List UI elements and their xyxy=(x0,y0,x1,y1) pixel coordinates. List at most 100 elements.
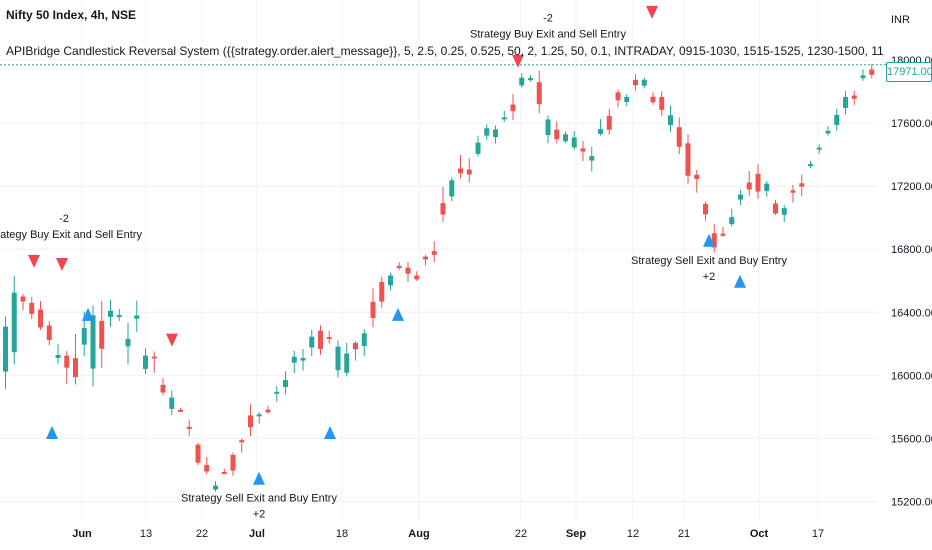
price-tick-label: 15200.00 xyxy=(891,496,932,508)
time-tick-label: Jul xyxy=(249,528,265,540)
candle-body xyxy=(20,296,26,302)
sell-arrow-icon xyxy=(28,254,40,268)
sell-arrow-icon xyxy=(56,258,68,271)
candle-body xyxy=(685,143,691,176)
candle-body xyxy=(108,310,113,317)
candle xyxy=(668,105,673,132)
candle xyxy=(545,115,551,144)
candle xyxy=(353,341,358,361)
buy-signal xyxy=(392,307,404,321)
price-tick-label: 17200.00 xyxy=(891,181,932,193)
candle xyxy=(283,371,288,394)
candle-body xyxy=(46,325,52,341)
candle-body xyxy=(318,330,323,349)
candle xyxy=(230,452,236,476)
candle xyxy=(134,300,140,332)
buy-signal xyxy=(46,426,58,440)
candle xyxy=(816,144,822,154)
candle xyxy=(361,329,367,357)
candle xyxy=(318,325,323,356)
candle xyxy=(755,164,761,199)
candle xyxy=(3,316,8,389)
time-tick-label: 13 xyxy=(140,528,152,540)
symbol-title[interactable]: Nifty 50 Index, 4h, NSE xyxy=(6,8,137,22)
candle-body xyxy=(125,338,131,347)
candle-body xyxy=(501,117,507,120)
candle-body xyxy=(528,78,533,81)
sell-arrow-icon xyxy=(166,333,178,347)
time-tick-label: 22 xyxy=(196,528,208,540)
candle-body xyxy=(326,337,332,340)
candle-body xyxy=(860,75,866,79)
candle xyxy=(11,275,17,365)
candle-body xyxy=(659,97,665,110)
candle xyxy=(274,386,280,402)
candle xyxy=(291,350,297,374)
candle xyxy=(160,378,166,396)
candle-body xyxy=(440,203,446,215)
currency-label: INR xyxy=(891,14,910,26)
time-axis[interactable]: Jun 13 22 Jul 18 Aug 22 Sep 12 21 Oct 17 xyxy=(72,528,824,540)
buy-arrow-icon xyxy=(703,233,715,247)
signal-label: Strategy Sell Exit and Buy Entry xyxy=(631,255,787,267)
candle xyxy=(738,190,743,206)
sell-arrow-icon xyxy=(512,54,524,68)
candle xyxy=(860,69,866,81)
candle xyxy=(834,108,840,132)
candle xyxy=(204,456,210,475)
candle-body xyxy=(571,137,577,148)
candle-body xyxy=(178,409,183,412)
candle xyxy=(64,351,70,385)
time-tick-label: Aug xyxy=(408,528,429,540)
price-tick-label: 16800.00 xyxy=(891,244,932,256)
candle xyxy=(484,124,490,140)
candle xyxy=(650,92,656,105)
candle-body xyxy=(764,183,770,192)
time-tick-label: Oct xyxy=(750,528,769,540)
candle-body xyxy=(256,414,262,417)
candle-body xyxy=(248,415,253,428)
candle-body xyxy=(291,356,297,363)
candle-body xyxy=(458,168,463,174)
candle-body xyxy=(353,342,358,350)
candle xyxy=(195,442,201,465)
candle-body xyxy=(396,266,402,269)
candle xyxy=(685,134,691,184)
candle xyxy=(624,94,630,107)
candle-body xyxy=(344,353,350,373)
candle-body xyxy=(414,275,420,280)
candle-body xyxy=(81,328,87,345)
candle-body xyxy=(563,134,568,142)
signal-label: Strategy Buy Exit and Sell Entry xyxy=(0,229,142,241)
candle xyxy=(431,241,437,263)
indicator-legend[interactable]: APIBridge Candlestick Reversal System ({… xyxy=(6,44,884,58)
candle xyxy=(711,223,717,253)
time-tick-label: Sep xyxy=(566,528,586,540)
candle xyxy=(571,131,577,150)
candle xyxy=(475,135,481,157)
price-axis[interactable]: 18000.0017600.0017200.0016800.0016400.00… xyxy=(891,55,932,508)
candle xyxy=(615,89,621,108)
candle-body xyxy=(738,194,743,200)
candle-body xyxy=(11,292,17,353)
candle-body xyxy=(151,356,157,359)
candle xyxy=(414,271,420,282)
candle xyxy=(843,90,848,115)
signal-qty: +2 xyxy=(253,509,266,521)
candle-body xyxy=(388,275,393,286)
candle-body xyxy=(650,96,656,103)
candle-body xyxy=(186,426,192,429)
candle xyxy=(519,73,525,88)
candle xyxy=(458,154,463,179)
candle-body xyxy=(519,77,525,86)
candle-body xyxy=(29,302,35,314)
candle-body xyxy=(99,320,105,349)
candle-body xyxy=(204,465,210,472)
candle-body xyxy=(773,203,778,214)
candle xyxy=(659,91,665,116)
price-tick-label: 17600.00 xyxy=(891,118,932,130)
candle-body xyxy=(90,315,96,369)
buy-arrow-icon xyxy=(392,307,404,321)
candle-body xyxy=(116,315,122,318)
